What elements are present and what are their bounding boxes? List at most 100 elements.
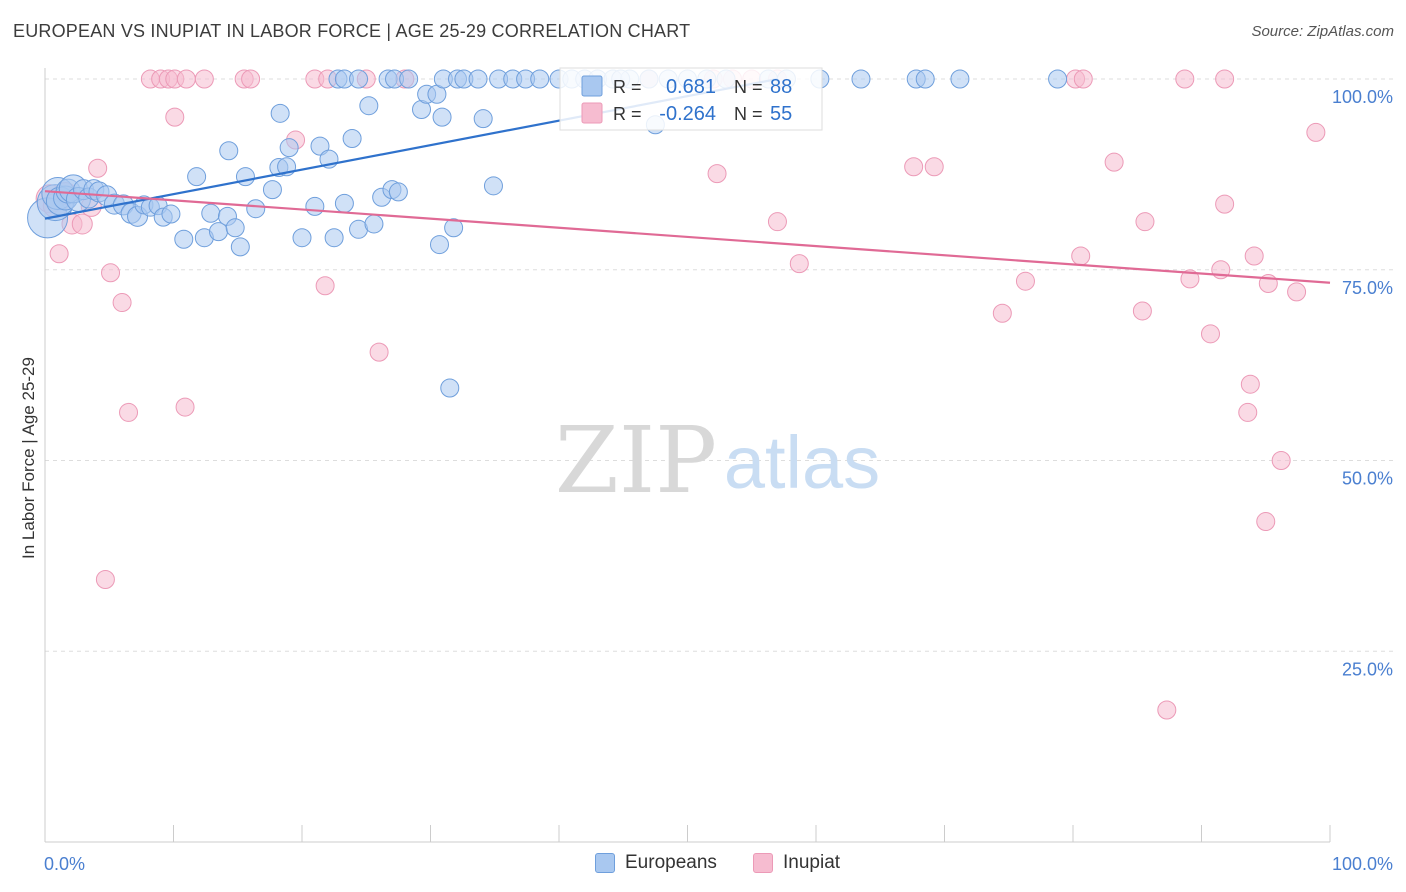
stats-r-label-europeans: R =	[613, 77, 642, 97]
europeans-point	[851, 69, 871, 89]
legend-swatch-europeans	[595, 853, 615, 873]
stats-r-label-inupiat: R =	[613, 104, 642, 124]
europeans-point	[230, 237, 250, 257]
europeans-point	[161, 204, 181, 224]
legend-swatch-inupiat	[753, 853, 773, 873]
inupiat-point	[1238, 402, 1258, 422]
chart-title: EUROPEAN VS INUPIAT IN LABOR FORCE | AGE…	[13, 21, 691, 41]
legend-item-inupiat[interactable]: Inupiat	[753, 852, 840, 874]
inupiat-point	[119, 402, 139, 422]
europeans-point	[219, 141, 239, 161]
europeans-point	[305, 196, 325, 216]
europeans-point	[349, 69, 369, 89]
y-tick-label: 50.0%	[1342, 469, 1393, 489]
europeans-point	[201, 203, 221, 223]
europeans-point	[292, 228, 312, 248]
europeans-point	[334, 193, 354, 213]
inupiat-point	[1104, 152, 1124, 172]
europeans-point	[530, 69, 550, 89]
inupiat-point	[1244, 246, 1264, 266]
europeans-point	[473, 109, 493, 129]
europeans-point	[310, 136, 330, 156]
inupiat-point	[1015, 271, 1035, 291]
europeans-point	[359, 96, 379, 116]
inupiat-point	[1215, 194, 1235, 214]
y-axis-label: In Labor Force | Age 25-29	[19, 357, 38, 559]
stats-r-value-europeans: 0.681	[666, 76, 716, 98]
europeans-point	[399, 69, 419, 89]
inupiat-point	[112, 293, 132, 313]
source-label: Source: ZipAtlas.com	[1251, 23, 1394, 40]
europeans-point	[915, 69, 935, 89]
watermark-zip: ZIP	[555, 407, 717, 514]
x-tick-label: 100.0%	[1332, 854, 1393, 874]
watermark-atlas: atlas	[724, 421, 880, 504]
europeans-point	[342, 129, 362, 149]
europeans-point	[388, 182, 408, 202]
inupiat-trend-line	[44, 190, 1331, 284]
europeans-point	[270, 103, 290, 123]
stats-n-label-inupiat: N =	[734, 104, 763, 124]
inupiat-point	[71, 213, 93, 235]
europeans-point	[279, 138, 299, 158]
inupiat-point	[241, 69, 261, 89]
inupiat-point	[1215, 69, 1235, 89]
inupiat-point	[88, 158, 108, 178]
legend: Europeans Inupiat	[0, 850, 1406, 880]
inupiat-point	[767, 212, 787, 232]
inupiat-point	[369, 342, 389, 362]
europeans-point	[324, 228, 344, 248]
inupiat-point	[992, 303, 1012, 323]
europeans-point	[432, 107, 452, 127]
inupiat-point	[707, 164, 727, 184]
europeans-point	[429, 235, 449, 255]
stats-n-value-inupiat: 55	[770, 103, 792, 125]
europeans-point	[246, 199, 266, 219]
inupiat-point	[101, 263, 121, 283]
europeans-point	[483, 176, 503, 196]
x-tick-label: 0.0%	[44, 854, 85, 874]
inupiat-point	[1287, 282, 1307, 302]
europeans-point	[444, 218, 464, 238]
inupiat-point	[194, 69, 214, 89]
inupiat-point	[315, 276, 335, 296]
inupiat-point	[1306, 122, 1326, 142]
stats-r-value-inupiat: -0.264	[659, 103, 716, 125]
europeans-point	[235, 167, 255, 187]
inupiat-point	[1175, 69, 1195, 89]
inupiat-point	[924, 157, 944, 177]
europeans-point	[364, 214, 384, 234]
legend-label-inupiat: Inupiat	[783, 852, 841, 873]
europeans-point	[440, 378, 460, 398]
europeans-point	[187, 167, 207, 187]
stats-swatch-europeans	[581, 75, 603, 97]
axes: 25.0% 50.0% 75.0% 100.0% 0.0% 100.0%	[44, 68, 1393, 874]
europeans-point	[225, 218, 245, 238]
inupiat-points	[35, 69, 1326, 720]
inupiat-point	[49, 244, 69, 264]
europeans-point	[468, 69, 488, 89]
stats-swatch-inupiat	[581, 102, 603, 124]
stats-n-value-europeans: 88	[770, 76, 792, 98]
watermark: ZIP atlas	[555, 407, 880, 514]
y-tick-label: 100.0%	[1332, 87, 1393, 107]
legend-label-europeans: Europeans	[625, 852, 717, 873]
inupiat-point	[789, 254, 809, 274]
europeans-point	[262, 180, 282, 200]
inupiat-point	[95, 570, 115, 590]
stats-box: R = 0.681 N = 88 R = -0.264 N = 55	[559, 67, 823, 131]
inupiat-point	[1071, 246, 1091, 266]
y-tick-label: 75.0%	[1342, 278, 1393, 298]
inupiat-point	[165, 107, 185, 127]
inupiat-point	[1135, 212, 1155, 232]
europeans-point	[950, 69, 970, 89]
inupiat-point	[176, 69, 196, 89]
y-tick-label: 25.0%	[1342, 659, 1393, 679]
inupiat-point	[1256, 512, 1276, 532]
inupiat-point	[904, 157, 924, 177]
europeans-point	[1048, 69, 1068, 89]
inupiat-point	[1180, 269, 1200, 289]
legend-item-europeans[interactable]: Europeans	[595, 852, 717, 874]
europeans-point	[174, 229, 194, 249]
